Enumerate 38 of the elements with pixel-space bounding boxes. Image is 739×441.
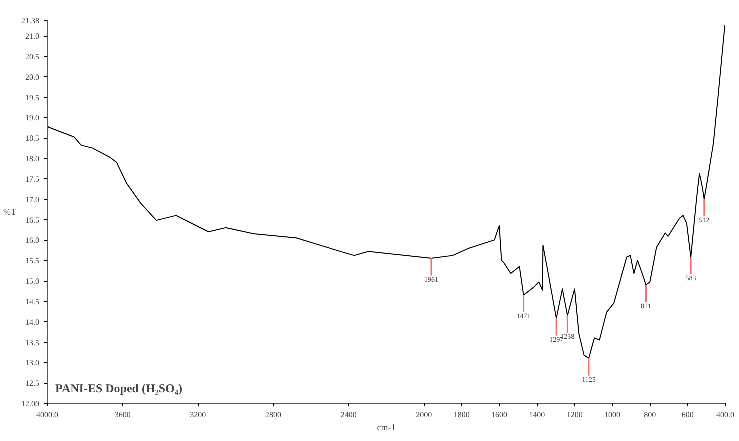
y-tick-label: 18.0: [26, 154, 40, 164]
y-tick-label: 18.5: [26, 134, 40, 144]
x-tick-label: 600: [682, 410, 694, 420]
y-tick-label: 21.38: [22, 16, 40, 26]
x-tick-label: 2800: [266, 410, 282, 420]
y-tick-label: 20.5: [26, 52, 40, 62]
y-tick-label: 19.0: [26, 114, 40, 123]
y-tick-label: 15.5: [26, 256, 40, 266]
y-tick-label: 21.0: [26, 32, 40, 42]
y-axis-title: %T: [4, 207, 17, 217]
x-tick-label: 1400: [529, 410, 546, 420]
y-tick-label: 20.0: [26, 72, 40, 82]
x-tick-label: 2000: [416, 410, 432, 420]
x-tick-label: 3200: [190, 410, 206, 420]
y-tick-label: 16.0: [26, 236, 40, 246]
x-tick-label: 400.0: [716, 410, 734, 420]
x-tick-label: 1800: [454, 410, 470, 420]
y-tick-label: 16.5: [26, 216, 40, 225]
x-tick-label: 2400: [340, 410, 357, 420]
y-tick-label: 13.5: [26, 338, 40, 348]
y-tick-label: 13.0: [26, 358, 40, 368]
y-tick-label: 17.0: [26, 195, 40, 204]
x-tick-label: 1000: [604, 410, 620, 420]
y-tick-label: 12.00: [22, 400, 40, 408]
y-tick-label: 14.5: [26, 297, 40, 306]
x-tick-label: 4000.0: [36, 410, 58, 420]
y-tick-label: 15.0: [26, 277, 40, 286]
x-axis-title: cm-1: [377, 422, 396, 432]
x-tick-label: 1600: [492, 410, 508, 420]
line-series: [48, 24, 726, 360]
text: PANI-ES Doped (H₂SO₄): [56, 382, 182, 396]
y-tick-label: 17.5: [26, 174, 40, 184]
x-tick-label: 3600: [114, 410, 131, 420]
y-tick-label: 14.0: [26, 318, 40, 327]
x-tick-label: 800: [644, 410, 656, 420]
y-tick-label: 12.5: [26, 379, 40, 388]
y-tick-label: 19.5: [26, 93, 40, 102]
x-tick-label: 1200: [566, 410, 583, 420]
